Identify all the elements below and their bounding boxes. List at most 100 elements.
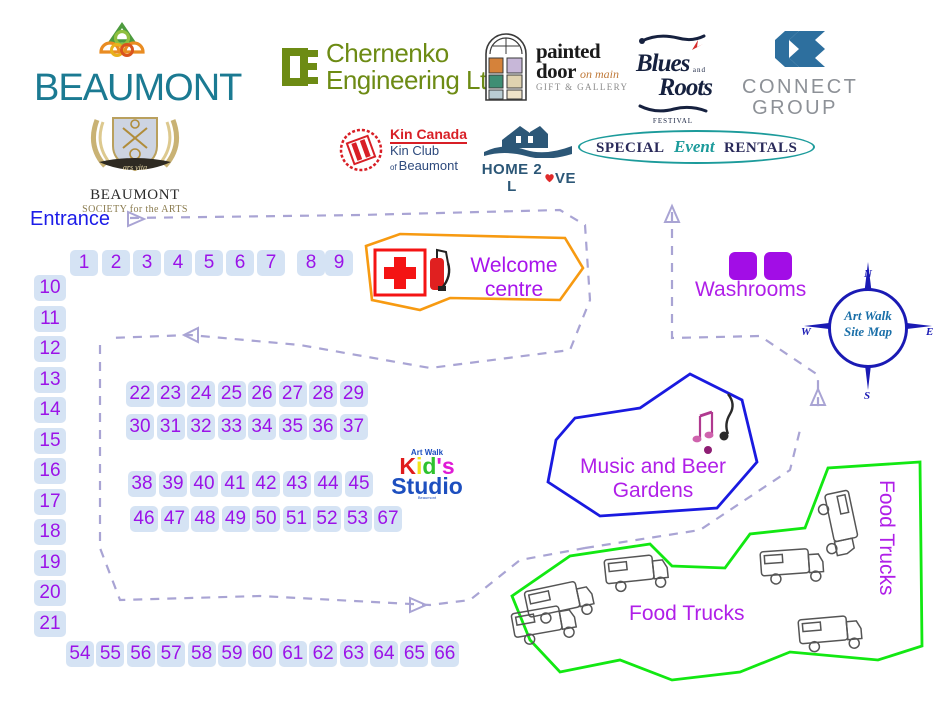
booth-53[interactable]: 53 [343, 506, 372, 532]
booth-59[interactable]: 59 [218, 641, 246, 667]
booth-2[interactable]: 2 [102, 250, 130, 276]
booth-10[interactable]: 10 [34, 275, 66, 301]
blues-roots-line2: Roots [658, 74, 713, 101]
booth-21[interactable]: 21 [34, 610, 66, 637]
booth-55[interactable]: 55 [96, 641, 125, 667]
music-beer-gardens-label: Music and Beer Gardens [548, 455, 758, 503]
booth-28[interactable]: 28 [309, 381, 337, 407]
booth-38[interactable]: 38 [128, 471, 156, 497]
chernenko-ce-icon [282, 48, 318, 87]
booth-44[interactable]: 44 [314, 471, 342, 497]
compass-west-label: W [801, 326, 811, 338]
booth-18[interactable]: 18 [34, 519, 66, 545]
booth-29[interactable]: 29 [339, 381, 368, 407]
logo-beaumont-society-for-the-arts: ars vita BEAUMONT SOCIETY for the ARTS [60, 108, 210, 215]
booth-51[interactable]: 51 [282, 506, 311, 532]
bsa-crest-icon: ars vita [90, 117, 180, 172]
mbg-line1: Music and Beer [580, 455, 726, 478]
booth-39[interactable]: 39 [159, 471, 187, 497]
booth-4[interactable]: 4 [164, 250, 192, 276]
booth-52[interactable]: 52 [313, 506, 341, 532]
booth-11[interactable]: 11 [34, 305, 66, 332]
booth-3[interactable]: 3 [133, 250, 161, 276]
booth-60[interactable]: 60 [248, 641, 277, 667]
booth-45[interactable]: 45 [345, 471, 373, 497]
chernenko-line2: Engineering Ltd. [326, 65, 508, 96]
painted-door-script: on main [580, 67, 619, 81]
blues-roots-bird-icon [692, 40, 703, 50]
logo-town-of-beaumont: BEAUMONT [34, 21, 242, 110]
booth-46[interactable]: 46 [130, 506, 158, 532]
booth-58[interactable]: 58 [187, 641, 216, 667]
booth-35[interactable]: 35 [278, 414, 307, 440]
booth-7[interactable]: 7 [257, 250, 285, 276]
arrow-east-icon [409, 596, 429, 614]
booth-42[interactable]: 42 [252, 471, 280, 497]
painted-door-icon [485, 33, 527, 101]
booth-48[interactable]: 48 [191, 506, 219, 532]
booth-15[interactable]: 15 [34, 427, 66, 454]
booth-9[interactable]: 9 [325, 250, 353, 276]
booth-13[interactable]: 13 [34, 366, 66, 393]
booth-62[interactable]: 62 [309, 641, 338, 667]
compass-disc-line1: Art Walk [844, 308, 892, 323]
booth-40[interactable]: 40 [190, 471, 218, 497]
arrow-north-icon [663, 203, 681, 223]
blues-roots-flourish-top-icon [639, 34, 706, 44]
booth-24[interactable]: 24 [187, 381, 215, 407]
booth-57[interactable]: 57 [157, 641, 186, 667]
booth-37[interactable]: 37 [339, 414, 368, 440]
ser-script: Event [673, 137, 715, 156]
booth-32[interactable]: 32 [187, 414, 215, 440]
booth-36[interactable]: 36 [309, 414, 337, 440]
booth-22[interactable]: 22 [126, 381, 154, 407]
booth-65[interactable]: 65 [400, 641, 429, 667]
booth-33[interactable]: 33 [217, 414, 246, 440]
booth-27[interactable]: 27 [278, 381, 307, 407]
music-notes-icon [692, 393, 734, 454]
kin-line1: Kin Canada [390, 126, 468, 145]
booth-34[interactable]: 34 [248, 414, 276, 440]
logo-home-2-love: HOME 2 L VE [480, 122, 576, 195]
booth-1[interactable]: 1 [70, 250, 98, 276]
booth-19[interactable]: 19 [34, 549, 66, 576]
bsa-line1: BEAUMONT [90, 187, 180, 203]
chernenko-line1: Chernenko [326, 38, 449, 68]
washroom-icon-right [764, 252, 792, 280]
booth-61[interactable]: 61 [278, 641, 307, 667]
logo-special-event-rentals: SPECIAL Event RENTALS [578, 130, 816, 164]
booth-50[interactable]: 50 [252, 506, 280, 532]
booth-14[interactable]: 14 [34, 397, 66, 423]
booth-63[interactable]: 63 [339, 641, 368, 667]
booth-41[interactable]: 41 [221, 471, 249, 497]
booth-66[interactable]: 66 [430, 641, 459, 667]
booth-67[interactable]: 67 [374, 506, 402, 532]
booth-17[interactable]: 17 [34, 488, 66, 515]
booth-20[interactable]: 20 [34, 580, 66, 606]
booth-31[interactable]: 31 [156, 414, 185, 440]
painted-door-line2: door [536, 59, 577, 83]
entrance-label: Entrance [30, 208, 111, 230]
kin-line3: Beaumont [398, 158, 458, 174]
booth-12[interactable]: 12 [34, 336, 66, 362]
booth-5[interactable]: 5 [195, 250, 223, 276]
booth-25[interactable]: 25 [217, 381, 246, 407]
walk-path-right [670, 212, 820, 410]
painted-door-sub: GIFT & GALLERY [536, 82, 629, 92]
booth-16[interactable]: 16 [34, 458, 66, 484]
welcome-centre-label: Welcome centre [458, 254, 570, 301]
home2love-wordmark: HOME 2 L [481, 161, 543, 195]
booth-47[interactable]: 47 [160, 506, 189, 532]
booth-26[interactable]: 26 [248, 381, 276, 407]
booth-23[interactable]: 23 [156, 381, 185, 407]
compass-east-label: E [926, 326, 934, 338]
booth-30[interactable]: 30 [126, 414, 154, 440]
booth-56[interactable]: 56 [126, 641, 155, 667]
booth-43[interactable]: 43 [283, 471, 311, 497]
booth-64[interactable]: 64 [370, 641, 398, 667]
welcome-centre-line2: centre [484, 277, 544, 301]
booth-8[interactable]: 8 [297, 250, 325, 276]
booth-54[interactable]: 54 [66, 641, 94, 667]
booth-49[interactable]: 49 [221, 506, 250, 532]
booth-6[interactable]: 6 [226, 250, 254, 276]
